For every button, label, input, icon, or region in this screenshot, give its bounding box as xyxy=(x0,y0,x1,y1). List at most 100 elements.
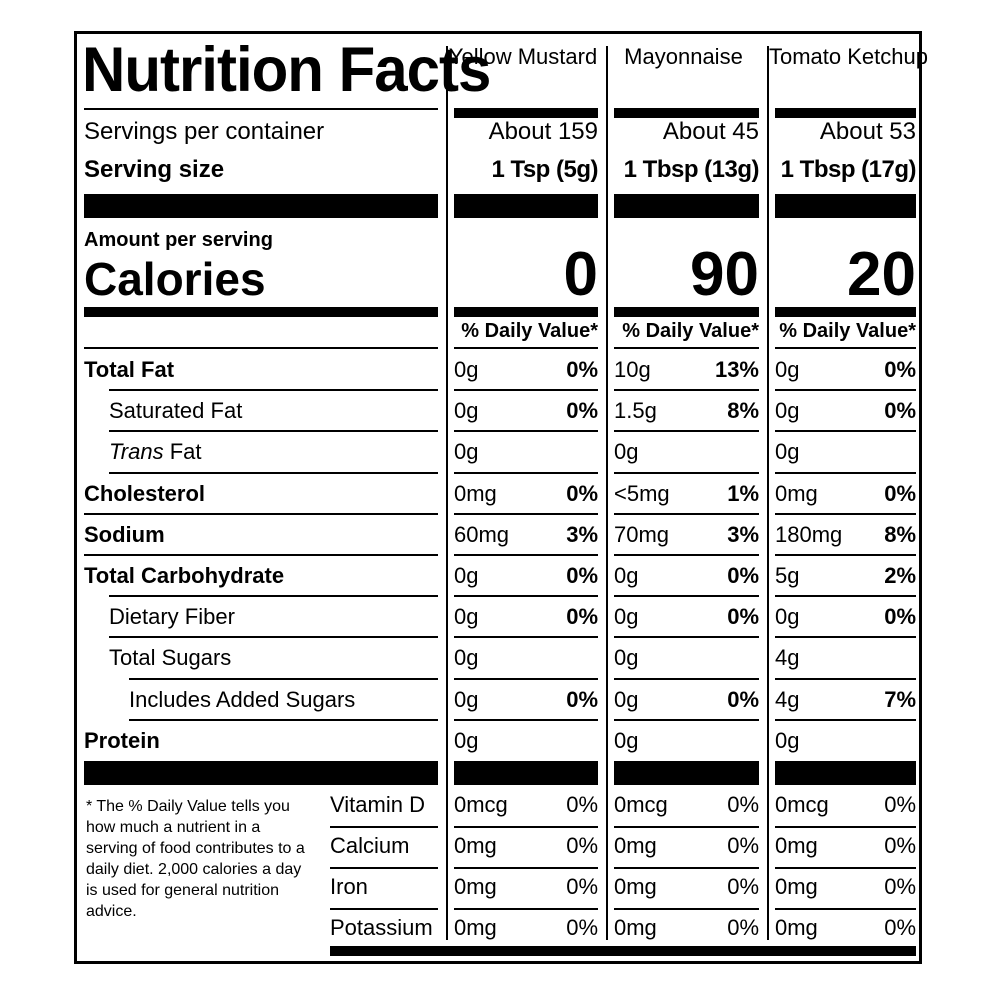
row-rule xyxy=(330,826,438,828)
nutrient-label: Cholesterol xyxy=(84,480,206,506)
calories-value: 90 xyxy=(690,240,759,309)
vitamin-amount: 0mg xyxy=(614,874,657,899)
nutrient-amount: 4g xyxy=(775,645,800,671)
vitamin-label: Vitamin D xyxy=(330,792,425,817)
header-bar xyxy=(775,194,916,218)
nutrient-amount: 0g xyxy=(614,686,639,712)
nutrient-amount: 180mg xyxy=(775,521,843,547)
nutrient-daily-value: 7% xyxy=(884,686,916,712)
row-rule xyxy=(775,430,916,432)
nutrient-daily-value: 1% xyxy=(727,480,759,506)
column-divider xyxy=(767,46,769,940)
row-rule xyxy=(775,826,916,828)
nutrient-amount: 0g xyxy=(454,604,479,630)
nutrient-daily-value: 0% xyxy=(566,686,598,712)
nutrient-label: Saturated Fat xyxy=(109,398,243,424)
amount-per-serving: Amount per serving xyxy=(84,229,273,251)
row-rule xyxy=(109,595,438,597)
vitamin-label: Iron xyxy=(330,874,368,899)
nutrient-label: Total Sugars xyxy=(109,645,232,671)
vitamin-daily-value: 0% xyxy=(884,915,916,940)
row-rule xyxy=(775,554,916,556)
nutrient-daily-value: 0% xyxy=(884,398,916,424)
calories-rule xyxy=(454,307,598,317)
nutrient-amount: 0mg xyxy=(775,480,818,506)
vitamin-daily-value: 0% xyxy=(884,792,916,817)
header-bar xyxy=(454,194,598,218)
nutrient-amount: 0g xyxy=(454,563,479,588)
servings-value: About 45 xyxy=(662,118,759,145)
row-rule xyxy=(614,867,759,869)
daily-value-header: % Daily Value* xyxy=(622,320,759,342)
servings-value: About 53 xyxy=(819,118,916,145)
nutrient-daily-value: 0% xyxy=(884,480,916,506)
nutrient-amount: 0g xyxy=(775,727,800,753)
nutrient-amount: 0g xyxy=(614,727,639,753)
nutrient-amount: 4g xyxy=(775,686,800,712)
serving-size-label: Serving size xyxy=(84,156,225,183)
row-rule xyxy=(454,472,598,474)
serving-size-value: 1 Tbsp (13g) xyxy=(623,156,760,183)
vitamin-daily-value: 0% xyxy=(727,833,759,858)
nutrient-amount: 0g xyxy=(775,357,800,382)
section-bar xyxy=(614,761,759,785)
vitamin-daily-value: 0% xyxy=(727,792,759,817)
product-name: Mayonnaise xyxy=(624,44,743,69)
nutrient-amount: 0g xyxy=(454,357,479,382)
row-rule xyxy=(614,908,759,910)
header-rule xyxy=(775,108,916,118)
vitamin-amount: 0mg xyxy=(454,833,497,858)
nutrient-daily-value: 0% xyxy=(727,563,759,588)
row-rule xyxy=(454,719,598,721)
nutrient-daily-value: 0% xyxy=(566,563,598,588)
nutrient-label: Total Carbohydrate xyxy=(84,563,285,588)
nutrient-daily-value: 8% xyxy=(727,398,759,424)
row-rule xyxy=(775,908,916,910)
nutrient-daily-value: 0% xyxy=(566,357,598,382)
row-rule xyxy=(775,595,916,597)
section-bar xyxy=(454,761,598,785)
nutrient-amount: 0g xyxy=(614,563,639,588)
nutrient-amount: 5g xyxy=(775,563,800,588)
row-rule xyxy=(84,554,438,556)
vitamin-label: Potassium xyxy=(330,915,433,940)
row-rule xyxy=(775,636,916,638)
nutrient-amount: 60mg xyxy=(454,521,510,547)
row-rule xyxy=(454,554,598,556)
nutrient-amount: 0g xyxy=(454,645,479,671)
bottom-rule xyxy=(330,946,916,956)
row-rule xyxy=(454,867,598,869)
nutrient-daily-value: 2% xyxy=(884,563,916,588)
row-rule xyxy=(330,867,438,869)
nutrient-amount: 0g xyxy=(775,439,800,465)
row-rule xyxy=(614,554,759,556)
header-rule xyxy=(454,108,598,118)
nutrient-amount: 10g xyxy=(614,357,651,382)
nutrition-facts-panel xyxy=(74,31,922,964)
nutrient-amount: 0g xyxy=(454,398,479,424)
row-rule xyxy=(614,513,759,515)
row-rule xyxy=(775,389,916,391)
vitamin-amount: 0mg xyxy=(775,915,818,940)
nutrient-amount: 0g xyxy=(614,645,639,671)
nutrient-amount: 0mg xyxy=(454,480,497,506)
nutrient-label: Trans Fat xyxy=(109,441,202,463)
daily-value-header: % Daily Value* xyxy=(779,320,916,342)
nutrient-amount: 0g xyxy=(775,604,800,630)
nutrient-label: Protein xyxy=(84,727,160,753)
nutrient-label: Sodium xyxy=(84,521,165,547)
row-rule xyxy=(330,908,438,910)
vitamin-daily-value: 0% xyxy=(884,833,916,858)
nutrient-amount: 0g xyxy=(454,727,479,753)
vitamin-amount: 0mg xyxy=(454,915,497,940)
nutrient-amount: 0g xyxy=(775,398,800,424)
row-rule xyxy=(614,826,759,828)
row-rule xyxy=(84,513,438,515)
calories-label: Calories xyxy=(84,253,266,305)
row-rule xyxy=(454,513,598,515)
nutrient-amount: 0g xyxy=(614,604,639,630)
row-rule xyxy=(109,389,438,391)
nutrient-daily-value: 8% xyxy=(884,521,916,547)
row-rule xyxy=(614,636,759,638)
nutrient-label: Dietary Fiber xyxy=(109,604,235,630)
